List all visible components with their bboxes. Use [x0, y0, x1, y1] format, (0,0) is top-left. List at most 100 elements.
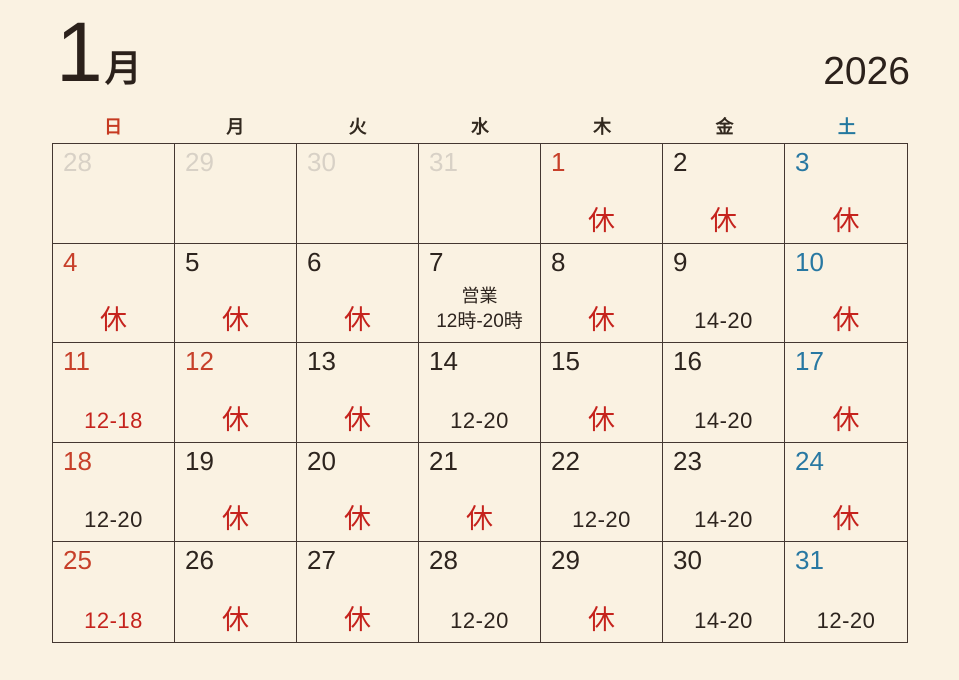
date-number: 30 [673, 545, 702, 576]
calendar-cell: 9 14-20 [663, 243, 785, 344]
calendar-cell: 30 [297, 144, 419, 244]
hours-text: 14-20 [694, 607, 753, 633]
hours-text: 14-20 [694, 407, 753, 433]
calendar-cell: 31 [419, 144, 541, 244]
calendar-cell: 10 休 [785, 244, 907, 344]
hours-text: 12-20 [572, 507, 631, 533]
calendar-cell: 29 [175, 144, 297, 244]
date-number: 28 [429, 545, 458, 576]
closed-mark: 休 [832, 305, 860, 336]
calendar-cell: 12 休 [175, 343, 297, 443]
calendar-title: 1 月 [56, 8, 142, 96]
date-number: 13 [307, 346, 336, 377]
date-number: 14 [429, 346, 458, 377]
closed-mark: 休 [344, 504, 371, 535]
closed-mark: 休 [222, 504, 249, 535]
date-number: 27 [307, 545, 336, 576]
closed-mark: 休 [100, 305, 127, 336]
hours-text: 14-20 [694, 308, 753, 334]
date-number: 23 [673, 445, 702, 476]
closed-mark: 休 [832, 205, 860, 236]
calendar-cell: 20 休 [297, 442, 419, 543]
closed-mark: 休 [832, 404, 860, 435]
weekday-label: 木 [593, 117, 612, 137]
calendar-cell: 19 休 [175, 442, 297, 543]
date-number: 10 [795, 246, 824, 277]
closed-mark: 休 [344, 305, 371, 336]
weekday-label: 月 [226, 117, 245, 137]
weekday-label: 金 [715, 117, 734, 137]
date-number: 18 [63, 445, 92, 476]
closed-mark: 休 [466, 504, 493, 535]
date-number: 19 [185, 445, 214, 476]
month-number: 1 [56, 5, 103, 99]
date-number: 4 [63, 246, 78, 277]
date-number: 9 [673, 246, 688, 277]
closed-mark: 休 [832, 504, 860, 535]
date-number: 25 [63, 545, 92, 576]
date-number: 12 [185, 346, 214, 377]
closed-mark: 休 [710, 205, 737, 236]
weekday-label: 火 [348, 117, 367, 137]
closed-mark: 休 [222, 604, 249, 635]
calendar-cell: 13 休 [297, 343, 419, 443]
date-number: 15 [551, 346, 580, 377]
calendar-cell: 24 休 [785, 443, 907, 543]
hours-text: 12-20 [816, 607, 876, 633]
date-number: 21 [429, 445, 458, 476]
calendar-cell: 15 休 [541, 343, 663, 443]
date-number: 28 [63, 147, 92, 177]
calendar-cell: 7 営業 12時-20時 [419, 243, 541, 344]
hours-text: 14-20 [694, 507, 753, 533]
date-number: 29 [185, 147, 214, 177]
calendar-cell: 16 14-20 [663, 343, 785, 443]
date-number: 31 [795, 545, 824, 576]
calendar-cell: 30 14-20 [663, 542, 785, 642]
date-number: 31 [429, 147, 458, 177]
date-number: 17 [795, 346, 824, 377]
date-number: 16 [673, 346, 702, 377]
hours-text: 12-20 [450, 607, 509, 633]
calendar-cell: 28 [53, 144, 175, 244]
calendar-cell: 26 休 [175, 542, 297, 642]
calendar-cell: 29 休 [541, 542, 663, 642]
date-number: 20 [307, 445, 336, 476]
hours-text: 12時-20時 [436, 311, 523, 333]
calendar-cell: 14 12-20 [419, 343, 541, 443]
closed-mark: 休 [344, 604, 371, 635]
calendar-cell: 11 12-18 [53, 343, 175, 443]
weekday-header: 日月火水木金土 [52, 113, 908, 139]
hours-text: 12-18 [84, 607, 143, 633]
date-number: 22 [551, 445, 580, 476]
date-number: 30 [307, 147, 336, 177]
weekday-label: 土 [837, 117, 856, 137]
date-number: 24 [795, 445, 824, 476]
hours-text: 12-20 [450, 407, 509, 433]
calendar-grid: 28 29 30 31 1 休 2 休 3 休 4 休 5 休 6 休 7 営業 12時-20時 8 休 9 14-20 10… [52, 143, 908, 643]
date-number: 26 [185, 545, 214, 576]
date-number: 11 [63, 346, 90, 377]
weekday-label: 日 [104, 117, 123, 137]
closed-mark: 休 [588, 205, 615, 236]
closed-mark: 休 [588, 404, 615, 435]
calendar-cell: 18 12-20 [53, 442, 175, 543]
calendar-cell: 17 休 [785, 343, 907, 443]
calendar-cell: 21 休 [419, 442, 541, 543]
closed-mark: 休 [344, 404, 371, 435]
date-number: 5 [185, 246, 200, 277]
business-note: 営業 [461, 285, 498, 306]
calendar-cell: 25 12-18 [53, 542, 175, 642]
closed-mark: 休 [222, 305, 249, 336]
closed-mark: 休 [222, 404, 249, 435]
month-kanji-label: 月 [104, 48, 142, 89]
date-number: 1 [551, 147, 566, 177]
date-number: 3 [795, 147, 810, 177]
date-number: 8 [551, 246, 566, 277]
date-number: 2 [673, 147, 688, 177]
